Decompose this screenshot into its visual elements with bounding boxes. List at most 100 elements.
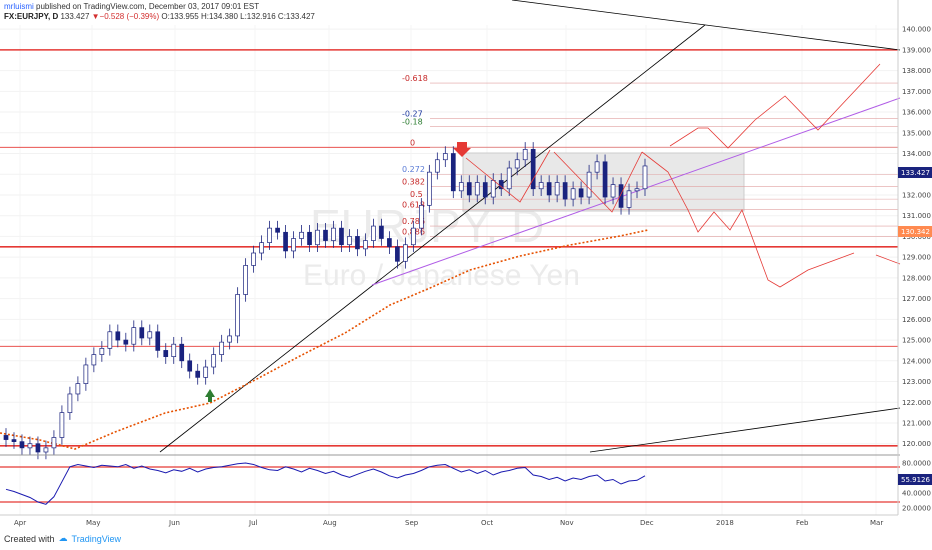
candle-body bbox=[594, 161, 600, 173]
rsi-tick-label: 40.0000 bbox=[902, 490, 931, 498]
candle-body bbox=[634, 188, 640, 192]
cloud-icon: ☁ bbox=[58, 533, 68, 543]
candle-body bbox=[578, 188, 584, 198]
candle-body bbox=[59, 412, 65, 438]
pattern-lines-left[interactable] bbox=[465, 149, 551, 203]
candle-body bbox=[482, 182, 488, 198]
price-change: −0.528 (−0.39%) bbox=[99, 12, 160, 21]
fib-label: 0.272 bbox=[402, 165, 425, 174]
candle-body bbox=[530, 149, 536, 190]
price-tick-label: 126.000 bbox=[902, 316, 931, 324]
projection-up-path[interactable] bbox=[669, 63, 881, 149]
candle-body bbox=[450, 153, 456, 192]
candle-body bbox=[283, 231, 288, 252]
symbol-label: FX:EURJPY, D bbox=[4, 12, 59, 21]
price-tick-label: 134.000 bbox=[902, 150, 931, 158]
price-tick-label: 138.000 bbox=[902, 67, 931, 75]
projection-down-tail[interactable] bbox=[875, 254, 901, 265]
rsi-line[interactable] bbox=[5, 462, 646, 505]
uptrend-line[interactable] bbox=[159, 24, 706, 453]
candle-body bbox=[355, 236, 360, 250]
candle-body bbox=[570, 188, 576, 200]
candle-body bbox=[602, 161, 608, 198]
candle-body bbox=[618, 184, 624, 208]
moving-average-line[interactable] bbox=[0, 229, 649, 450]
publisher-link[interactable]: mrluismi bbox=[4, 2, 34, 11]
candle-body bbox=[538, 182, 544, 190]
rsi-tick-label: 80.0000 bbox=[902, 460, 931, 468]
candle-body bbox=[179, 343, 185, 362]
candle-body bbox=[11, 439, 17, 442]
price-tick-label: 140.000 bbox=[902, 26, 931, 34]
candle-body bbox=[259, 242, 264, 254]
candle-body bbox=[387, 238, 392, 248]
candle-body bbox=[203, 366, 209, 378]
lower-trend-line[interactable] bbox=[589, 407, 901, 453]
fib-label: -0.618 bbox=[402, 74, 428, 83]
price-tick-label: 132.000 bbox=[902, 191, 931, 199]
ma-tag: 130.342 bbox=[901, 228, 930, 236]
price-tick-label: 128.000 bbox=[902, 274, 931, 282]
red-down-arrow-icon[interactable] bbox=[453, 142, 471, 157]
candle-body bbox=[466, 182, 472, 196]
candle-body bbox=[163, 350, 169, 358]
candle-body bbox=[35, 443, 41, 453]
candle-body bbox=[610, 184, 616, 198]
time-tick-label: Feb bbox=[796, 519, 809, 527]
price-tick-label: 122.000 bbox=[902, 399, 931, 407]
time-tick-label: Jun bbox=[168, 519, 180, 527]
candle-body bbox=[442, 153, 448, 161]
price-tick-label: 120.000 bbox=[902, 440, 931, 448]
time-tick-label: Aug bbox=[323, 519, 337, 527]
time-tick-label: Apr bbox=[14, 519, 26, 527]
upper-trend-line[interactable] bbox=[511, 0, 901, 51]
last-price-tag: 133.427 bbox=[901, 169, 930, 177]
candle-body bbox=[522, 149, 528, 161]
candle-body bbox=[562, 182, 568, 200]
candle-body bbox=[506, 167, 512, 190]
candle-body bbox=[371, 225, 376, 241]
candle-body bbox=[227, 335, 232, 343]
price-tick-label: 137.000 bbox=[902, 88, 931, 96]
time-tick-label: May bbox=[86, 519, 100, 527]
candle-body bbox=[323, 229, 328, 241]
tradingview-brand[interactable]: TradingView bbox=[71, 533, 122, 544]
candle-body bbox=[403, 244, 408, 262]
candle-body bbox=[490, 180, 496, 198]
price-tick-label: 127.000 bbox=[902, 295, 931, 303]
candle-body bbox=[267, 227, 272, 243]
symbol-line: FX:EURJPY, D 133.427 ▼−0.528 (−0.39%) O:… bbox=[4, 12, 315, 22]
footer: Created with ☁ TradingView bbox=[4, 533, 121, 544]
candles[interactable] bbox=[3, 142, 648, 460]
ohlc-values: O:133.955 H:134.380 L:132.916 C:133.427 bbox=[161, 12, 315, 21]
pattern-lines-right[interactable] bbox=[553, 151, 643, 213]
purple-trend-line[interactable] bbox=[371, 97, 901, 286]
candle-body bbox=[243, 265, 248, 295]
publish-line: mrluismi published on TradingView.com, D… bbox=[4, 2, 315, 12]
price-tick-label: 123.000 bbox=[902, 378, 931, 386]
candle-body bbox=[474, 182, 480, 196]
candle-body bbox=[219, 341, 225, 355]
candle-body bbox=[187, 360, 193, 372]
time-tick-label: Mar bbox=[870, 519, 883, 527]
time-axis[interactable]: Apr May Jun Jul Aug Sep Oct Nov Dec 2018 Feb Mar bbox=[14, 519, 883, 527]
price-tick-label: 135.000 bbox=[902, 129, 931, 137]
ma-tag-bg bbox=[898, 226, 932, 237]
candle-body bbox=[211, 354, 217, 368]
candle-body bbox=[27, 443, 33, 449]
candle-body bbox=[43, 447, 49, 453]
projection-down-path[interactable] bbox=[641, 151, 855, 288]
rsi-tag: 55.9126 bbox=[901, 476, 930, 484]
price-tick-label: 131.000 bbox=[902, 212, 931, 220]
fib-label: -0.18 bbox=[402, 118, 423, 127]
candle-body bbox=[514, 159, 520, 169]
price-tick-label: 125.000 bbox=[902, 337, 931, 345]
price-tick-label: 124.000 bbox=[902, 357, 931, 365]
green-up-arrow-icon[interactable] bbox=[205, 389, 215, 402]
fib-label: 0.618 bbox=[402, 200, 425, 209]
time-tick-label: Dec bbox=[640, 519, 654, 527]
down-triangle-icon: ▼ bbox=[91, 12, 100, 21]
candle-body bbox=[331, 227, 336, 241]
candle-body bbox=[586, 171, 592, 198]
